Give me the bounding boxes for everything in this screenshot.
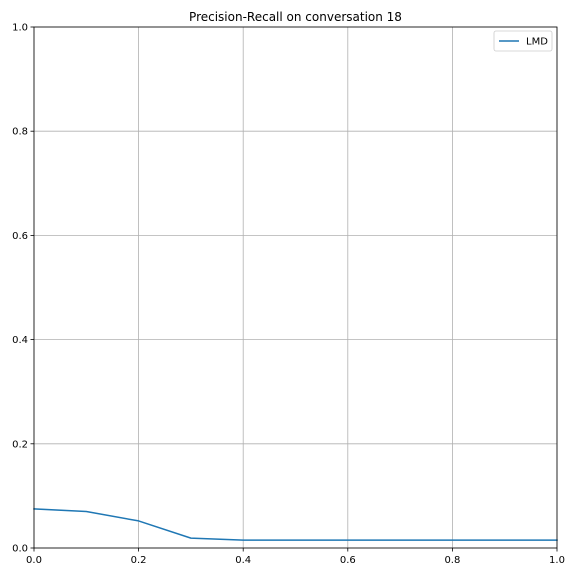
- series-lines: [33, 508, 558, 541]
- series-line-lmd: [33, 508, 558, 541]
- x-tick-label: 0.0: [26, 555, 42, 566]
- x-tick-label: 0.4: [235, 555, 251, 566]
- x-axis-ticks: 0.0 0.2 0.4 0.6 0.8 1.0: [26, 548, 565, 566]
- y-tick-label: 0.2: [12, 439, 28, 450]
- legend-box: [493, 30, 553, 52]
- chart-title: Precision-Recall on conversation 18: [189, 10, 402, 24]
- x-tick-label: 0.8: [444, 555, 460, 566]
- plot-area: [34, 27, 557, 548]
- legend-label: LMD: [526, 37, 548, 48]
- y-tick-label: 0.8: [12, 127, 28, 138]
- x-tick-label: 0.2: [131, 555, 147, 566]
- y-tick-label: 0.0: [12, 544, 28, 555]
- y-tick-label: 1.0: [12, 23, 28, 34]
- x-tick-label: 1.0: [549, 555, 565, 566]
- y-tick-label: 0.6: [12, 231, 28, 242]
- y-tick-label: 0.4: [12, 335, 28, 346]
- x-tick-label: 0.6: [340, 555, 356, 566]
- legend: LMD: [493, 30, 553, 52]
- y-axis-ticks: 0.0 0.2 0.4 0.6 0.8 1.0: [12, 23, 34, 555]
- axes-frame: [33, 26, 558, 549]
